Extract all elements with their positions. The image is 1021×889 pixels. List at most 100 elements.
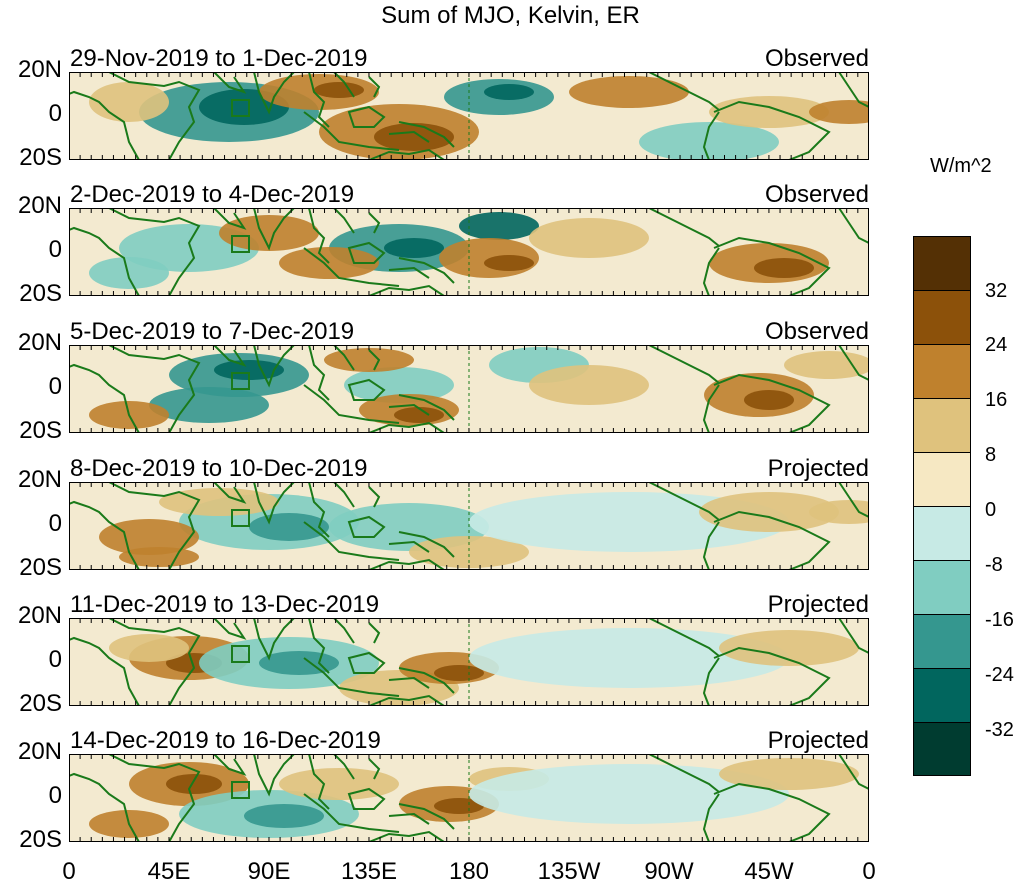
coastline — [648, 208, 720, 247]
anomaly-contour — [569, 76, 689, 108]
lat-label: 20N — [17, 56, 62, 83]
coastline — [69, 208, 201, 296]
coastline — [231, 781, 250, 799]
colorbar — [913, 236, 971, 784]
coastline — [213, 208, 295, 251]
anomaly-contour — [394, 407, 444, 423]
longitude-axis: 0 45E 90E 135E 180 135W 90W 45W 0 — [0, 858, 900, 888]
anomaly-contour — [314, 82, 364, 98]
panel-data-type: Projected — [767, 455, 869, 482]
anomaly-contour — [809, 100, 869, 124]
colorbar-tick-label: -8 — [985, 554, 1003, 576]
panel-date-range: 8-Dec-2019 to 10-Dec-2019 — [70, 455, 368, 482]
coastline — [303, 105, 400, 151]
anomaly-contour — [744, 390, 794, 410]
coastline — [231, 509, 250, 527]
colorbar-segment — [913, 290, 971, 344]
anomaly-contour — [384, 238, 444, 258]
panel-data-type: Projected — [767, 727, 869, 754]
colorbar-tick-label: 16 — [985, 389, 1008, 411]
coastline — [648, 482, 720, 521]
anomaly-contour — [719, 758, 859, 790]
coastline — [702, 510, 831, 570]
panel-date-range: 29-Nov-2019 to 1-Dec-2019 — [70, 45, 368, 72]
coastline — [838, 754, 869, 790]
anomaly-contour — [249, 513, 329, 541]
colorbar-segment — [913, 398, 971, 452]
anomaly-contour — [166, 774, 222, 794]
lat-label: 0 — [48, 100, 62, 127]
anomaly-contour — [719, 630, 859, 666]
lon-label: 135E — [340, 858, 398, 885]
lon-label: 0 — [62, 858, 76, 885]
colorbar-tick-label: 8 — [985, 444, 997, 466]
panel-date-range: 5-Dec-2019 to 7-Dec-2019 — [70, 318, 355, 345]
lon-label: 90W — [644, 858, 694, 885]
olr-anomaly-map — [69, 754, 869, 842]
coastline — [702, 236, 831, 296]
coastline — [308, 208, 355, 264]
map-panel: 5-Dec-2019 to 7-Dec-2019 Observed 20N 0 20S — [0, 319, 900, 463]
colorbar-tick-label: -32 — [985, 719, 1014, 741]
coastline — [231, 235, 250, 253]
anomaly-contour — [484, 84, 534, 100]
colorbar-tick-label: -16 — [985, 609, 1014, 631]
coastline — [303, 515, 400, 561]
olr-anomaly-map — [69, 482, 869, 570]
lat-label: 20N — [17, 466, 62, 493]
coastline — [368, 212, 455, 284]
lat-label: 20S — [19, 690, 62, 717]
coastline — [368, 694, 445, 706]
colorbar-segment — [913, 668, 971, 722]
colorbar-segment — [913, 236, 971, 290]
lon-label: 0 — [862, 858, 876, 885]
panel-data-type: Observed — [764, 45, 869, 72]
coastline — [69, 482, 201, 570]
coastline — [838, 345, 869, 381]
coastline — [303, 378, 400, 424]
panel-date-range: 14-Dec-2019 to 16-Dec-2019 — [70, 727, 381, 754]
coastline — [368, 622, 455, 694]
anomaly-contour — [459, 212, 539, 240]
map-panel: 8-Dec-2019 to 10-Dec-2019 Projected 20N 0 20… — [0, 456, 900, 600]
coastline — [308, 754, 355, 810]
anomaly-contour — [89, 257, 169, 289]
coastline — [308, 72, 355, 128]
coastline — [368, 421, 445, 433]
map-panel: 11-Dec-2019 to 13-Dec-2019 Projected 20N 0 2… — [0, 592, 900, 736]
coastline — [303, 241, 400, 287]
coastline — [213, 482, 295, 525]
olr-anomaly-map — [69, 208, 869, 296]
coastline — [231, 645, 250, 663]
colorbar-tick-label: 0 — [985, 499, 997, 521]
lon-label: 45E — [147, 858, 191, 885]
coastline — [368, 349, 455, 421]
lon-label: 90E — [247, 858, 291, 885]
anomaly-contour — [639, 122, 779, 160]
olr-anomaly-map — [69, 618, 869, 706]
lat-label: 20N — [17, 192, 62, 219]
coastline — [308, 482, 355, 538]
coastline — [303, 651, 400, 697]
panel-date-range: 11-Dec-2019 to 13-Dec-2019 — [70, 591, 380, 618]
coastline — [702, 373, 831, 433]
lat-label: 0 — [48, 782, 62, 809]
lat-label: 0 — [48, 373, 62, 400]
coastline — [69, 754, 201, 842]
coastline — [702, 646, 831, 706]
lat-label: 20S — [19, 554, 62, 581]
lat-label: 20N — [17, 738, 62, 765]
coastline — [213, 72, 295, 115]
panel-data-type: Observed — [764, 181, 869, 208]
olr-anomaly-map — [69, 345, 869, 433]
lon-label: 45W — [744, 858, 794, 885]
coastline — [308, 618, 355, 674]
coastline — [213, 618, 295, 661]
lat-label: 20S — [19, 144, 62, 171]
anomaly-contour — [709, 96, 829, 128]
coastline — [368, 148, 445, 160]
coastline — [213, 345, 295, 388]
anomaly-contour — [279, 768, 399, 800]
coastline — [368, 558, 445, 570]
coastline — [231, 372, 250, 390]
